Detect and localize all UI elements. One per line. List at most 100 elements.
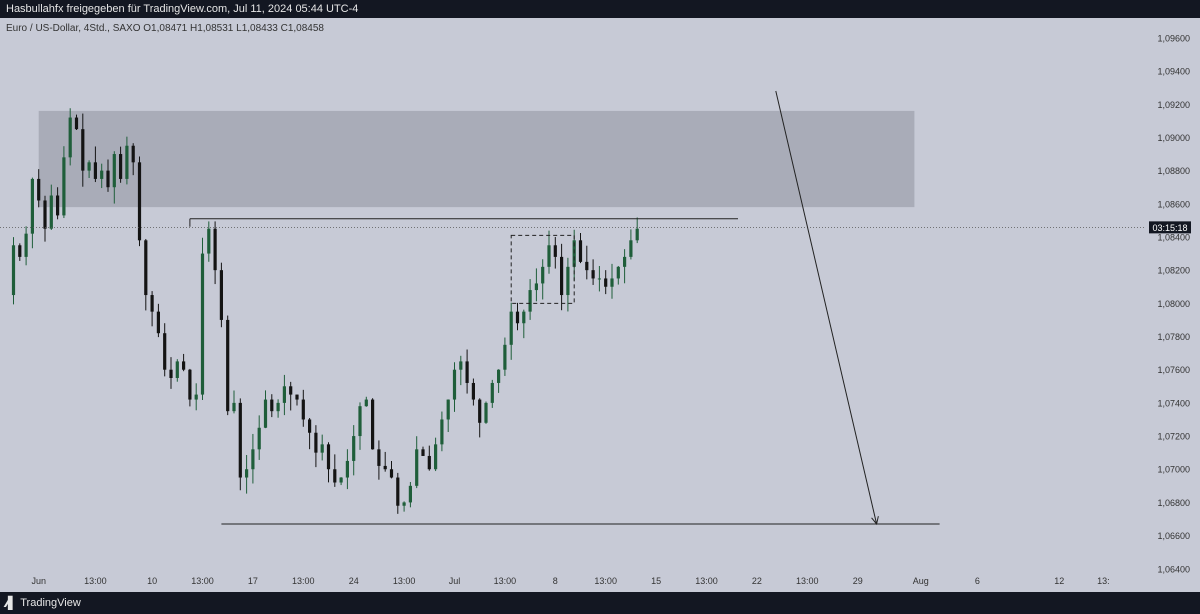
candle: [37, 169, 41, 208]
y-tick-label: 1,08800: [1157, 166, 1190, 176]
candle: [597, 266, 601, 292]
candle: [68, 108, 72, 166]
candle-body: [553, 245, 557, 257]
candle-body: [11, 245, 16, 296]
candle: [364, 396, 368, 407]
candle-body: [440, 419, 444, 445]
candle-body: [106, 170, 110, 188]
candle: [24, 226, 28, 266]
y-tick-label: 1,06600: [1157, 531, 1190, 541]
candle: [515, 302, 520, 331]
chart-area[interactable]: 1,09600 1,09400 1,09200 1,09000 1,08800 1,086…: [0, 18, 1200, 592]
candle: [276, 399, 280, 418]
candle-body: [169, 369, 173, 378]
y-tick-label: 1,07600: [1157, 365, 1190, 375]
candle: [226, 315, 230, 416]
y-tick-label: 1,08600: [1157, 199, 1190, 209]
candle: [604, 270, 608, 295]
candle-body: [200, 253, 205, 395]
candle-body: [635, 228, 639, 241]
candle-body: [207, 228, 211, 254]
candle: [169, 357, 173, 389]
candle-body: [377, 449, 381, 466]
candle: [371, 398, 375, 450]
tradingview-brand[interactable]: ⁄⁄▌ TradingView: [6, 592, 81, 614]
countdown-badge: [1149, 221, 1191, 234]
candle: [150, 291, 154, 327]
candle-body: [364, 399, 368, 407]
supply-zone: [38, 110, 915, 208]
candle-body: [333, 469, 337, 483]
candle-body: [263, 399, 268, 428]
candle: [125, 136, 129, 185]
candle: [194, 383, 198, 411]
candle: [326, 442, 331, 483]
candle: [175, 359, 179, 382]
candle: [137, 156, 142, 247]
candle-body: [219, 270, 223, 320]
candle: [610, 263, 614, 299]
candle-body: [528, 290, 532, 312]
candle: [616, 265, 620, 285]
candle-body: [326, 444, 331, 470]
candle-body: [301, 399, 305, 420]
y-tick-label: 1,07400: [1157, 398, 1190, 408]
candle: [408, 482, 412, 508]
price-chart[interactable]: 1,09600 1,09400 1,09200 1,09000 1,08800 1,086…: [0, 18, 1200, 592]
candle-body: [93, 162, 97, 179]
candle-body: [452, 369, 457, 400]
candle: [635, 217, 639, 244]
candle: [389, 461, 394, 479]
x-tick-label: Jun: [31, 576, 46, 586]
candle-body: [49, 195, 53, 229]
candle-body: [112, 154, 116, 188]
candle: [522, 309, 526, 339]
share-header-text: Hasbullahfx freigegeben für TradingView.…: [6, 3, 359, 15]
y-tick-label: 1,06800: [1157, 498, 1190, 508]
candle: [560, 243, 564, 311]
candle-body: [289, 386, 293, 395]
candle: [188, 368, 192, 407]
candle: [396, 472, 400, 514]
candle: [232, 390, 236, 414]
x-tick-label: Jul: [449, 576, 461, 586]
candle: [415, 436, 419, 489]
x-tick-label: 13:00: [494, 576, 517, 586]
candle-body: [509, 311, 513, 345]
candle-body: [276, 402, 280, 412]
candle: [263, 390, 268, 429]
candle-body: [238, 402, 242, 478]
candle-body: [226, 319, 230, 412]
candle-body: [320, 444, 324, 453]
candle-body: [245, 469, 249, 478]
candle-body: [295, 394, 299, 400]
candle: [352, 425, 356, 476]
candle: [345, 449, 349, 490]
x-tick-label: 12: [1054, 576, 1064, 586]
candle-body: [352, 436, 356, 461]
y-tick-label: 1,07800: [1157, 332, 1190, 342]
candle: [446, 399, 450, 433]
candle-body: [68, 117, 72, 158]
candle: [301, 389, 305, 427]
y-tick-label: 1,09200: [1157, 100, 1190, 110]
candle: [30, 177, 34, 249]
candle: [566, 257, 570, 312]
candle: [81, 113, 85, 187]
x-tick-label: 22: [752, 576, 762, 586]
candle: [623, 249, 627, 284]
candle-body: [270, 399, 274, 412]
x-tick-label: Aug: [913, 576, 929, 586]
candle-body: [415, 449, 419, 486]
candle-body: [572, 240, 576, 267]
candle-body: [578, 240, 583, 262]
candle-body: [62, 157, 66, 216]
candle: [144, 238, 148, 311]
candle: [358, 402, 362, 450]
candle: [534, 268, 538, 302]
y-tick-label: 1,09600: [1157, 33, 1190, 43]
x-tick-label: 13:00: [594, 576, 617, 586]
candle: [509, 302, 513, 360]
candle-body: [150, 295, 154, 312]
candle-body: [87, 162, 91, 171]
